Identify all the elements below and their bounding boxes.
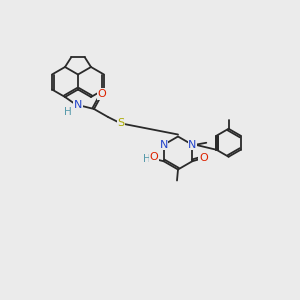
- Text: N: N: [188, 140, 196, 150]
- Text: O: O: [149, 152, 158, 162]
- Text: H: H: [143, 154, 151, 164]
- Text: O: O: [98, 89, 106, 99]
- Text: N: N: [74, 100, 82, 110]
- Text: O: O: [199, 153, 208, 163]
- Text: H: H: [64, 107, 72, 117]
- Text: N: N: [160, 140, 168, 150]
- Text: S: S: [117, 118, 124, 128]
